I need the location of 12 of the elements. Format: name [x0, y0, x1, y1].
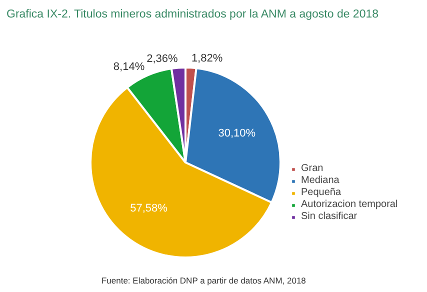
data-label: 1,82% [191, 52, 223, 65]
data-label: 8,14% [113, 60, 145, 73]
data-label: 57,58% [130, 202, 168, 215]
source-note: Fuente: Elaboración DNP a partir de datos ANM, 2018 [101, 276, 306, 286]
legend-label: Gran [301, 163, 324, 174]
data-label: 2,36% [146, 52, 178, 65]
chart-title: Grafica IX-2. Titulos mineros administrados por la ANM a agosto de 2018 [6, 8, 379, 20]
data-label: 30,10% [218, 128, 256, 140]
legend-label: Mediana [301, 175, 340, 186]
legend-label: Sin clasificar [301, 211, 358, 222]
legend-label: Autorizacion temporal [301, 199, 398, 210]
legend-label: Pequeña [301, 187, 342, 198]
